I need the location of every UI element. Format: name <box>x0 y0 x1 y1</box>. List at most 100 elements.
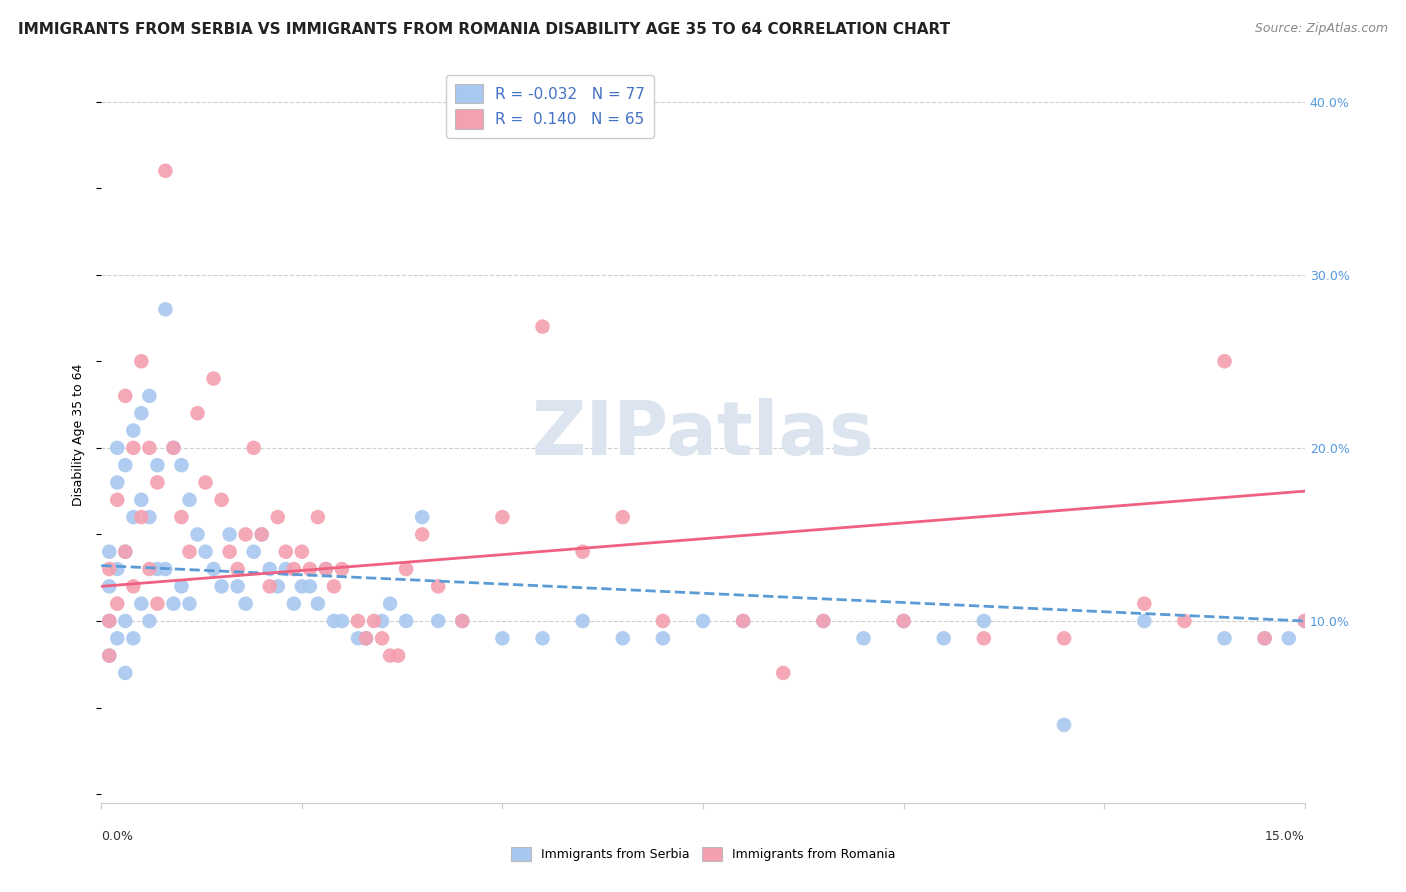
Point <box>170 510 193 524</box>
Point <box>170 458 193 472</box>
Point <box>186 527 208 541</box>
Point <box>105 597 128 611</box>
Point <box>218 545 240 559</box>
Point <box>146 562 169 576</box>
Point <box>283 562 305 576</box>
Point <box>1053 718 1076 732</box>
Point <box>122 441 145 455</box>
Point <box>131 406 153 420</box>
Point <box>571 545 593 559</box>
Point <box>692 614 714 628</box>
Point <box>451 614 474 628</box>
Point <box>138 389 160 403</box>
Point <box>330 614 353 628</box>
Point <box>98 562 121 576</box>
Point <box>131 597 153 611</box>
Point <box>1133 614 1156 628</box>
Point <box>531 319 554 334</box>
Point <box>226 579 249 593</box>
Point <box>162 597 184 611</box>
Point <box>105 441 128 455</box>
Point <box>162 441 184 455</box>
Point <box>98 648 121 663</box>
Point <box>932 632 955 646</box>
Point <box>138 614 160 628</box>
Point <box>1173 614 1195 628</box>
Point <box>1253 632 1275 646</box>
Point <box>733 614 755 628</box>
Point <box>138 441 160 455</box>
Point <box>267 510 290 524</box>
Point <box>307 510 329 524</box>
Point <box>291 579 314 593</box>
Point <box>202 371 225 385</box>
Point <box>131 510 153 524</box>
Point <box>98 648 121 663</box>
Point <box>1253 632 1275 646</box>
Point <box>146 458 169 472</box>
Point <box>973 632 995 646</box>
Point <box>371 614 394 628</box>
Point <box>211 579 233 593</box>
Point <box>235 597 257 611</box>
Point <box>1053 632 1076 646</box>
Point <box>98 614 121 628</box>
Point <box>571 614 593 628</box>
Point <box>202 562 225 576</box>
Point <box>315 562 337 576</box>
Text: IMMIGRANTS FROM SERBIA VS IMMIGRANTS FROM ROMANIA DISABILITY AGE 35 TO 64 CORREL: IMMIGRANTS FROM SERBIA VS IMMIGRANTS FRO… <box>18 22 950 37</box>
Point <box>612 632 634 646</box>
Point <box>122 579 145 593</box>
Point <box>138 510 160 524</box>
Point <box>283 597 305 611</box>
Point <box>411 510 433 524</box>
Point <box>893 614 915 628</box>
Legend: Immigrants from Serbia, Immigrants from Romania: Immigrants from Serbia, Immigrants from … <box>506 842 900 866</box>
Point <box>242 545 264 559</box>
Text: Source: ZipAtlas.com: Source: ZipAtlas.com <box>1254 22 1388 36</box>
Point <box>1334 683 1357 698</box>
Point <box>347 632 370 646</box>
Text: ZIPatlas: ZIPatlas <box>531 399 875 471</box>
Point <box>114 614 136 628</box>
Point <box>347 614 370 628</box>
Legend: R = -0.032   N = 77, R =  0.140   N = 65: R = -0.032 N = 77, R = 0.140 N = 65 <box>446 75 654 138</box>
Point <box>114 665 136 680</box>
Point <box>411 527 433 541</box>
Point <box>105 492 128 507</box>
Point <box>105 562 128 576</box>
Point <box>114 545 136 559</box>
Point <box>114 458 136 472</box>
Point <box>155 302 177 317</box>
Point <box>179 492 201 507</box>
Point <box>235 527 257 541</box>
Point <box>194 545 217 559</box>
Point <box>307 597 329 611</box>
Point <box>155 163 177 178</box>
Point <box>427 579 450 593</box>
Point <box>170 579 193 593</box>
Point <box>105 632 128 646</box>
Point <box>298 579 321 593</box>
Point <box>298 562 321 576</box>
Point <box>226 562 249 576</box>
Point <box>1294 614 1316 628</box>
Point <box>146 475 169 490</box>
Point <box>813 614 835 628</box>
Point <box>274 545 297 559</box>
Point <box>122 424 145 438</box>
Point <box>138 562 160 576</box>
Point <box>651 632 673 646</box>
Point <box>114 389 136 403</box>
Point <box>354 632 377 646</box>
Point <box>491 632 513 646</box>
Point <box>387 648 409 663</box>
Point <box>274 562 297 576</box>
Point <box>973 614 995 628</box>
Point <box>733 614 755 628</box>
Point <box>893 614 915 628</box>
Point <box>427 614 450 628</box>
Point <box>1278 632 1301 646</box>
Point <box>1213 632 1236 646</box>
Point <box>322 579 344 593</box>
